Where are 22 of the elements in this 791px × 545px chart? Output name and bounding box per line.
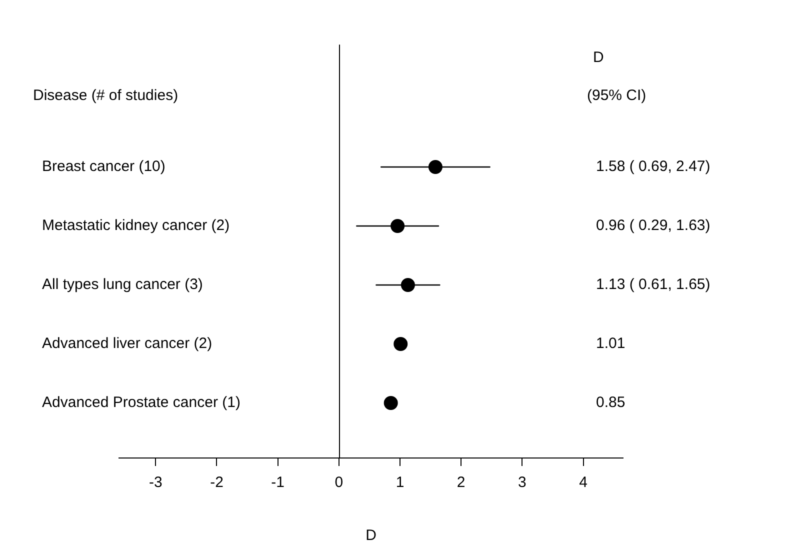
y-tick-label: Breast cancer (10) [42, 158, 166, 176]
x-tick-label: -2 [210, 474, 224, 492]
annotation: 0.96 ( 0.29, 1.63) [596, 217, 710, 234]
x-tick-label: 2 [456, 474, 466, 492]
x-tick-label: 1 [396, 474, 404, 492]
text: Disease (# of studies) [33, 87, 178, 104]
y-tick-label: Metastatic kidney cancer (2) [42, 217, 230, 234]
x-axis-title: D [366, 527, 377, 544]
y-tick-label: All types lung cancer (3) [42, 276, 203, 294]
text: D [593, 49, 604, 66]
y-tick-label: Advanced liver cancer (2) [42, 335, 212, 352]
x-tick-label: -1 [271, 474, 285, 492]
text: (95% CI) [587, 87, 646, 104]
x-tick-label: 4 [579, 474, 588, 492]
annotation: 1.58 ( 0.69, 2.47) [596, 158, 710, 176]
annotation: 1.13 ( 0.61, 1.65) [596, 276, 710, 294]
y-tick-label: Advanced Prostate cancer (1) [42, 394, 240, 412]
x-tick-label: -3 [148, 474, 162, 492]
x-tick-label: 3 [518, 474, 526, 492]
annotation: 1.01 [596, 335, 626, 352]
annotation: 0.85 [596, 394, 626, 412]
x-tick-label: 0 [334, 474, 344, 492]
